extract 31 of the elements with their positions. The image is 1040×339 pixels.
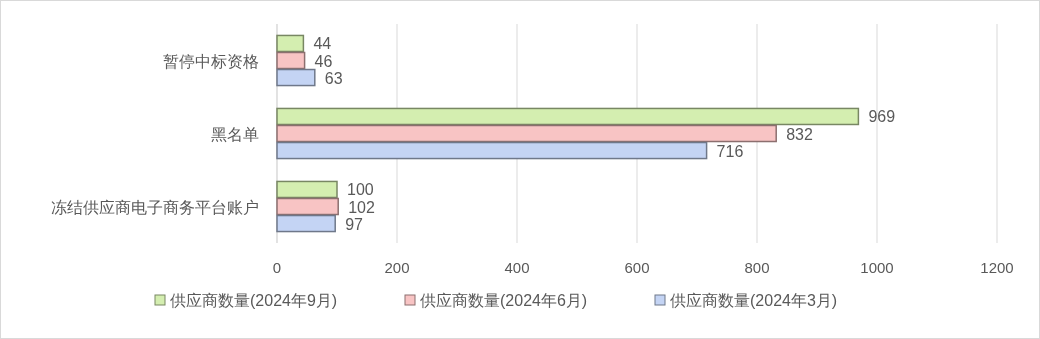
- x-tick-label: 1000: [860, 259, 894, 276]
- y-tick-label: 冻结供应商电子商务平台账户: [51, 198, 259, 216]
- x-tick-label: 600: [624, 259, 650, 276]
- x-tick-label: 400: [504, 259, 530, 276]
- y-tick-label: 黑名单: [211, 125, 259, 143]
- data-label: 969: [868, 108, 896, 126]
- data-label: 832: [786, 125, 813, 143]
- bar: [276, 180, 338, 199]
- bar: [276, 197, 339, 216]
- x-tick-label: 0: [272, 259, 282, 276]
- data-label: 46: [314, 52, 333, 70]
- data-label: 716: [716, 142, 744, 160]
- legend-label: 供应商数量(2024年6月): [420, 292, 588, 309]
- data-label: 63: [324, 69, 343, 87]
- bar: [276, 141, 708, 160]
- x-tick-label: 1200: [980, 259, 1014, 276]
- x-tick-label: 800: [744, 259, 770, 276]
- data-label: 100: [347, 181, 374, 199]
- x-tick-label: 200: [384, 259, 410, 276]
- legend-label: 供应商数量(2024年9月): [170, 292, 338, 309]
- bar: [276, 51, 306, 70]
- bar: [276, 124, 777, 143]
- data-label: 97: [345, 215, 364, 233]
- bar: [276, 34, 305, 53]
- bar: [276, 107, 860, 126]
- y-tick-label: 暂停中标资格: [163, 52, 259, 70]
- data-label: 102: [348, 198, 375, 216]
- data-label: 44: [313, 35, 332, 53]
- legend-label: 供应商数量(2024年3月): [670, 292, 838, 309]
- bar: [276, 214, 336, 233]
- bar: [276, 68, 316, 87]
